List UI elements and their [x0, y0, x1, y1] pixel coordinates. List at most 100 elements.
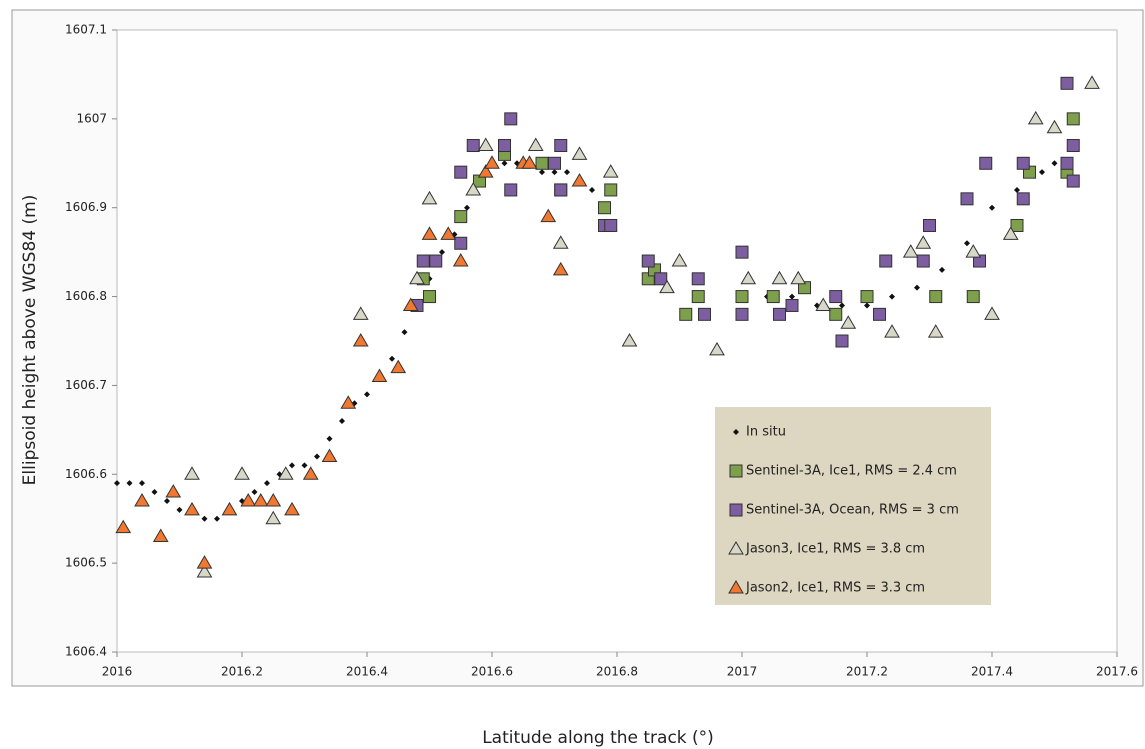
- point: [1051, 160, 1058, 167]
- point: [659, 279, 675, 294]
- y-tick-label: 1606.7: [65, 378, 107, 392]
- point: [1060, 76, 1074, 90]
- point: [914, 284, 920, 291]
- point: [401, 329, 408, 336]
- point: [929, 290, 943, 304]
- point: [1016, 156, 1030, 170]
- point: [1084, 75, 1100, 89]
- point: [535, 156, 549, 170]
- point: [184, 466, 200, 480]
- point: [152, 528, 169, 542]
- point: [766, 290, 780, 304]
- point: [864, 302, 870, 309]
- point: [984, 306, 1000, 320]
- point: [301, 462, 308, 469]
- point: [1046, 119, 1063, 134]
- point: [196, 555, 213, 569]
- point: [839, 302, 845, 309]
- point: [860, 290, 874, 304]
- point: [679, 307, 693, 321]
- point: [352, 333, 369, 347]
- point: [114, 480, 120, 487]
- point: [1027, 110, 1044, 125]
- point: [923, 218, 936, 232]
- point: [164, 497, 170, 504]
- point: [409, 270, 425, 285]
- point: [151, 489, 158, 496]
- point: [964, 240, 970, 247]
- point: [540, 208, 557, 223]
- point: [552, 235, 569, 249]
- point: [916, 254, 930, 268]
- y-tick-label: 1606.8: [65, 289, 107, 303]
- point: [740, 270, 757, 285]
- point: [504, 183, 518, 197]
- point: [915, 235, 932, 249]
- y-tick-label: 1606.4: [65, 645, 107, 659]
- point: [454, 236, 468, 250]
- point: [790, 270, 807, 285]
- y-tick-label: 1606.9: [65, 200, 107, 214]
- point: [571, 146, 588, 160]
- point: [252, 492, 269, 507]
- point: [604, 183, 618, 197]
- point: [465, 181, 482, 196]
- point: [598, 201, 611, 215]
- point: [548, 156, 561, 170]
- point: [321, 448, 338, 463]
- point: [454, 165, 468, 179]
- point: [440, 226, 457, 240]
- point: [829, 307, 843, 321]
- point: [840, 315, 857, 329]
- point: [1060, 156, 1074, 170]
- point: [466, 139, 480, 153]
- point: [571, 173, 588, 187]
- point: [126, 480, 133, 487]
- legend-marker: [729, 464, 743, 478]
- point: [339, 417, 345, 424]
- point: [1014, 186, 1020, 193]
- point: [340, 395, 357, 409]
- point: [879, 254, 893, 268]
- point: [251, 489, 258, 496]
- point: [789, 293, 795, 300]
- point: [389, 355, 395, 362]
- point: [979, 156, 993, 170]
- point: [902, 244, 919, 258]
- point: [939, 266, 945, 273]
- point: [884, 324, 900, 338]
- point: [1039, 169, 1045, 176]
- legend: [715, 407, 991, 605]
- point: [504, 112, 518, 126]
- point: [371, 368, 388, 383]
- point: [815, 297, 832, 311]
- point: [115, 519, 132, 534]
- point: [773, 307, 786, 321]
- point: [289, 462, 295, 469]
- legend-label: Jason3, Ice1, RMS = 3.8 cm: [745, 542, 925, 557]
- point: [539, 169, 545, 176]
- x-tick-label: 2017.6: [1096, 665, 1138, 679]
- x-tick-label: 2017.4: [971, 665, 1013, 679]
- point: [214, 515, 220, 522]
- point: [989, 204, 995, 211]
- point: [326, 435, 333, 442]
- point: [1016, 192, 1030, 206]
- point: [554, 183, 568, 197]
- point: [889, 293, 895, 300]
- point: [604, 218, 618, 232]
- point: [364, 391, 370, 398]
- point: [641, 254, 655, 268]
- point: [654, 272, 668, 286]
- point: [265, 492, 282, 507]
- y-tick-label: 1607.1: [65, 23, 107, 37]
- point: [835, 334, 849, 348]
- point: [960, 192, 974, 206]
- point: [184, 501, 200, 516]
- point: [454, 210, 468, 224]
- point: [691, 290, 705, 304]
- point: [589, 186, 595, 193]
- x-tick-label: 2017.2: [846, 665, 888, 679]
- legend-label: Sentinel-3A, Ocean, RMS = 3 cm: [746, 503, 959, 518]
